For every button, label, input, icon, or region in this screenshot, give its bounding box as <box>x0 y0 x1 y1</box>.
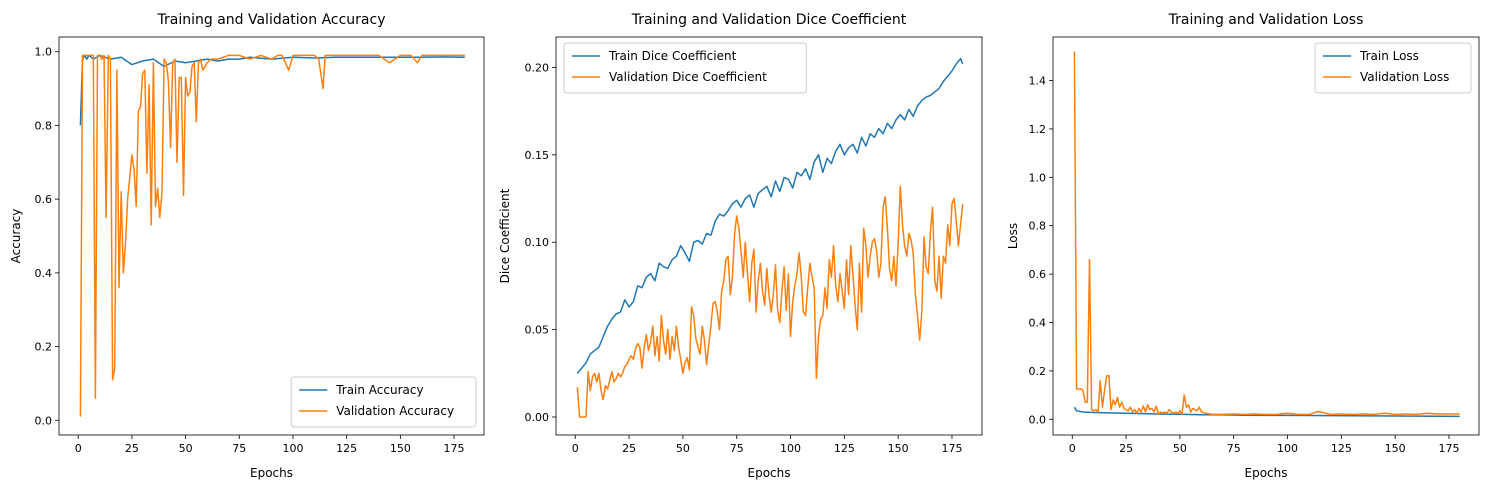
x-tick-label: 125 <box>336 442 357 455</box>
y-tick-label: 0.20 <box>525 61 550 74</box>
x-tick-label: 125 <box>1331 442 1352 455</box>
y-tick-label: 0.8 <box>35 119 53 132</box>
y-tick-label: 1.0 <box>1029 171 1047 184</box>
x-tick-label: 150 <box>888 442 909 455</box>
x-tick-label: 125 <box>834 442 855 455</box>
series-line-train <box>1073 406 1460 418</box>
x-tick-label: 175 <box>444 442 465 455</box>
y-tick-label: 0.6 <box>35 193 53 206</box>
x-tick-label: 75 <box>730 442 744 455</box>
y-tick-label: 0.00 <box>525 411 550 424</box>
legend-label: Train Loss <box>1359 49 1419 63</box>
chart-title: Training and Validation Loss <box>1168 12 1364 28</box>
legend-frame <box>1314 42 1472 94</box>
x-tick-label: 0 <box>572 442 579 455</box>
series-line-validation <box>1073 51 1460 416</box>
legend-frame <box>290 376 477 428</box>
y-tick-label: 0.15 <box>525 149 550 162</box>
axes-frame <box>58 36 485 436</box>
series-line-validation <box>576 185 964 418</box>
chart-panel-3: Training and Validation Loss 0 25 50 75 100 12… <box>1006 12 1480 480</box>
x-tick-label: 50 <box>676 442 690 455</box>
y-axis-label: Dice Coefficient <box>498 188 512 283</box>
y-tick-label: 0.05 <box>525 324 550 337</box>
y-tick-label: 0.4 <box>1029 316 1047 329</box>
x-tick-label: 150 <box>1385 442 1406 455</box>
series-line-validation <box>79 54 465 417</box>
series-line-train <box>576 57 964 374</box>
legend-label: Train Accuracy <box>335 383 423 397</box>
legend-label: Validation Accuracy <box>336 404 454 418</box>
legend-frame <box>563 42 807 94</box>
y-tick-label: 1.0 <box>35 46 53 59</box>
y-tick-label: 1.2 <box>1029 123 1047 136</box>
x-tick-label: 0 <box>75 442 82 455</box>
x-axis-label: Epochs <box>748 466 791 480</box>
x-tick-label: 75 <box>1227 442 1241 455</box>
legend: Train Dice Coefficient Validation Dice Co… <box>563 42 807 94</box>
x-tick-label: 175 <box>1438 442 1459 455</box>
legend-label: Validation Dice Coefficient <box>609 70 767 84</box>
x-tick-label: 100 <box>780 442 801 455</box>
y-tick-label: 0.2 <box>1029 365 1047 378</box>
chart-panel-2: Training and Validation Dice Coefficient… <box>498 12 983 480</box>
y-tick-label: 0.2 <box>35 341 53 354</box>
x-tick-label: 100 <box>282 442 303 455</box>
x-tick-label: 175 <box>941 442 962 455</box>
axes-frame <box>1052 36 1480 436</box>
y-axis-label: Accuracy <box>9 209 23 264</box>
legend: Train Accuracy Validation Accuracy <box>290 376 477 428</box>
x-tick-label: 50 <box>1173 442 1187 455</box>
axes-frame <box>555 36 983 436</box>
y-axis-label: Loss <box>1006 223 1020 249</box>
y-tick-label: 0.10 <box>525 236 550 249</box>
x-tick-label: 150 <box>390 442 411 455</box>
x-tick-label: 25 <box>125 442 139 455</box>
x-tick-label: 75 <box>232 442 246 455</box>
x-tick-label: 25 <box>622 442 636 455</box>
chart-title: Training and Validation Accuracy <box>157 12 386 28</box>
y-tick-label: 0.0 <box>35 414 53 427</box>
y-tick-label: 1.4 <box>1029 75 1047 88</box>
x-tick-label: 0 <box>1069 442 1076 455</box>
legend-label: Validation Loss <box>1360 70 1449 84</box>
y-tick-label: 0.0 <box>1029 413 1047 426</box>
y-tick-label: 0.4 <box>35 267 53 280</box>
x-tick-label: 50 <box>179 442 193 455</box>
legend: Train Loss Validation Loss <box>1314 42 1472 94</box>
chart-title: Training and Validation Dice Coefficient <box>631 12 907 28</box>
y-tick-label: 0.8 <box>1029 220 1047 233</box>
x-tick-label: 100 <box>1277 442 1298 455</box>
x-tick-label: 25 <box>1119 442 1133 455</box>
x-axis-label: Epochs <box>1245 466 1288 480</box>
y-tick-label: 0.6 <box>1029 268 1047 281</box>
x-axis-label: Epochs <box>250 466 293 480</box>
chart-panel-1: Training and Validation Accuracy 0 25 50 75 1… <box>9 12 485 480</box>
legend-label: Train Dice Coefficient <box>608 49 737 63</box>
